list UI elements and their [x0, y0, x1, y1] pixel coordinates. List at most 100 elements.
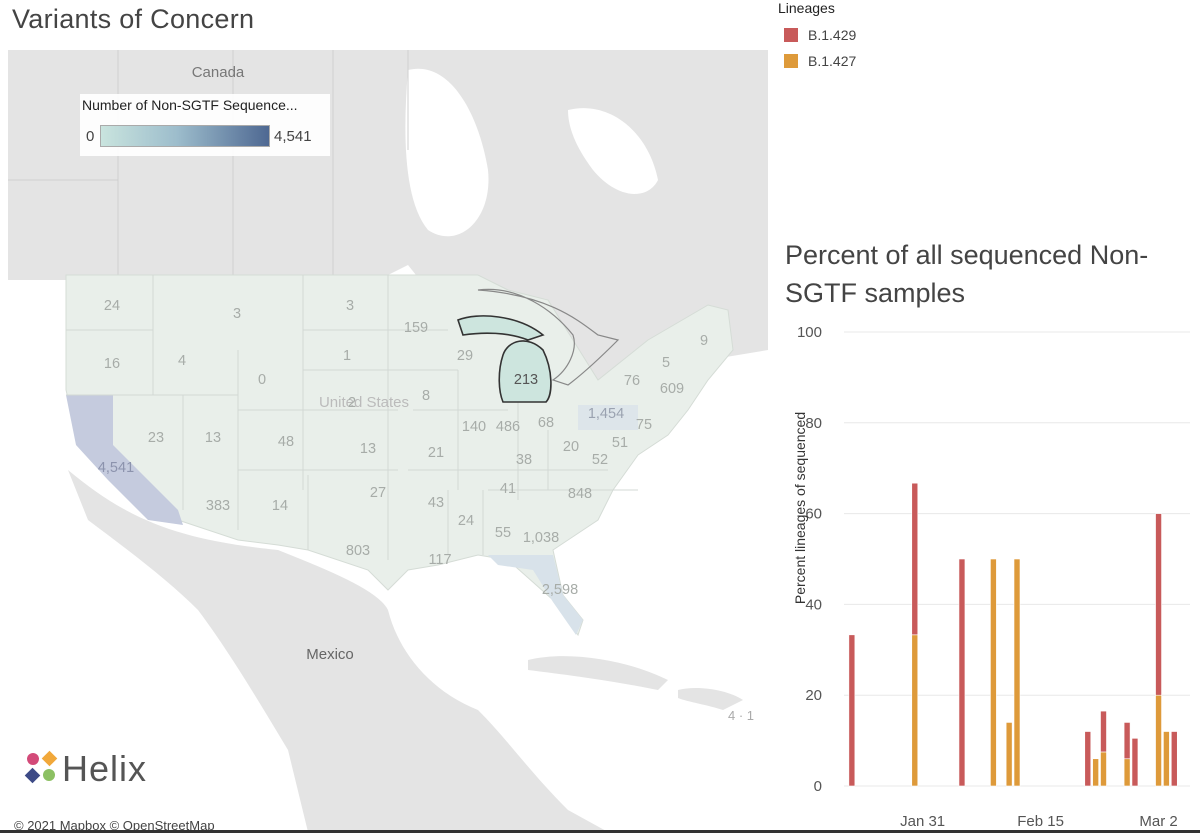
state-value-ar: 43: [428, 495, 444, 511]
state-value-oh: 68: [538, 415, 554, 431]
mexico-land: [68, 470, 608, 832]
y-tick-label: 80: [805, 415, 822, 432]
map-canvas[interactable]: Canada United States Mexico 24 16 4,541 …: [8, 50, 768, 832]
color-legend: Number of Non-SGTF Sequence... 0 4,541: [80, 94, 330, 156]
state-value-wv: 20: [563, 439, 579, 455]
bar-segment[interactable]: [1005, 722, 1013, 787]
y-tick-label: 60: [805, 506, 822, 523]
state-value-nj: 75: [636, 417, 652, 433]
legend-swatch-b1427: [784, 54, 798, 68]
state-value-labels: 24 16 4,541 4 23 3 0 13 383 48 14 3 1 2 …: [98, 298, 708, 598]
x-tick-label: Feb 15: [1017, 813, 1064, 830]
country-label-usa: United States: [319, 394, 409, 411]
helix-logo-text: Helix: [62, 748, 148, 789]
bottom-divider: [0, 830, 1200, 833]
state-value-ky: 38: [516, 452, 532, 468]
country-label-mexico: Mexico: [306, 646, 354, 663]
state-value-nm: 14: [272, 498, 288, 514]
y-tick-label: 40: [805, 596, 822, 613]
state-value-al: 55: [495, 525, 511, 541]
bar-segment[interactable]: [1131, 738, 1139, 787]
state-value-ne: 2: [348, 395, 356, 411]
state-value-va: 52: [592, 452, 608, 468]
state-value-mt: 3: [233, 306, 241, 322]
bar-segment[interactable]: [1170, 731, 1178, 787]
helix-logo-icon: [24, 750, 58, 784]
state-value-tn: 41: [500, 481, 516, 497]
bar-segment[interactable]: [911, 482, 919, 636]
legend-item-b1427[interactable]: B.1.427: [778, 48, 978, 74]
y-axis-label: Percent lineages of sequenced: [792, 412, 808, 604]
state-value-ca: 4,541: [98, 460, 134, 476]
color-legend-min: 0: [86, 128, 95, 145]
bar-segment[interactable]: [1155, 694, 1162, 787]
choropleth-map[interactable]: Canada United States Mexico 24 16 4,541 …: [8, 50, 768, 832]
state-value-nv: 23: [148, 430, 164, 446]
state-value-wa: 24: [104, 298, 120, 314]
y-tick-label: 20: [805, 687, 822, 704]
state-value-il: 140: [462, 419, 486, 435]
bar-segment[interactable]: [1100, 710, 1107, 753]
usa-land: [65, 274, 734, 637]
state-value-tx: 803: [346, 543, 370, 559]
bar-segment[interactable]: [1092, 758, 1099, 787]
bar-segment[interactable]: [1155, 513, 1162, 696]
bar-segment[interactable]: [911, 634, 919, 787]
legend-swatch-b1429: [784, 28, 798, 42]
country-label-canada: Canada: [192, 64, 245, 81]
bar-segment[interactable]: [1123, 722, 1131, 760]
lineage-legend-title: Lineages: [778, 0, 835, 16]
legend-label-b1427: B.1.427: [808, 53, 857, 69]
province-borders: [8, 50, 409, 280]
lake-outline: [477, 288, 620, 386]
stacked-bar-chart[interactable]: 0 20 40 60 80 100 Jan 31 Feb 15 Mar 2 Percent li…: [772, 318, 1200, 835]
bar-segment[interactable]: [1163, 731, 1170, 787]
state-value-wi: 29: [457, 348, 473, 364]
state-value-in: 486: [496, 419, 520, 435]
bar-segment[interactable]: [990, 558, 997, 787]
state-value-ms: 24: [458, 513, 474, 529]
chart-title: Percent of all sequenced Non-SGTF sample…: [785, 240, 1149, 308]
lineage-legend: Lineages B.1.429 B.1.427: [778, 0, 978, 74]
bar-segment[interactable]: [1084, 731, 1092, 787]
state-value-md: 51: [612, 435, 628, 451]
bar-segment[interactable]: [1123, 758, 1131, 787]
state-value-pa: 1,454: [588, 406, 624, 422]
state-value-nd: 3: [346, 298, 354, 314]
state-value-sd: 1: [343, 348, 351, 364]
color-legend-gradient: [100, 125, 270, 147]
state-value-nc: 848: [568, 486, 592, 502]
state-value-ny: 76: [624, 373, 640, 389]
state-value-ks: 13: [360, 441, 376, 457]
michigan-shape: [457, 315, 552, 403]
map-attribution[interactable]: © 2021 Mapbox © OpenStreetMap: [14, 818, 215, 833]
state-value-fl: 2,598: [542, 582, 578, 598]
y-tick-label: 0: [814, 778, 822, 795]
pennsylvania-shape: [578, 405, 638, 430]
state-value-la: 117: [428, 552, 451, 568]
legend-item-b1429[interactable]: B.1.429: [778, 22, 978, 48]
state-value-wy: 0: [258, 372, 266, 388]
state-value-co: 48: [278, 434, 294, 450]
dashboard-title: Variants of Concern: [12, 4, 255, 34]
color-legend-max: 4,541: [274, 128, 312, 145]
hispaniola: [678, 688, 743, 710]
state-value-mo: 21: [428, 445, 444, 461]
state-value-ga: 1,038: [523, 530, 559, 546]
bar-layer: [848, 482, 1178, 787]
state-borders: [66, 275, 638, 560]
tick-layer: 0 20 40 60 80 100 Jan 31 Feb 15 Mar 2: [797, 324, 1178, 830]
state-value-or: 16: [104, 356, 120, 372]
bar-segment[interactable]: [848, 634, 856, 787]
helix-logo: Helix: [24, 748, 146, 789]
color-legend-title: Number of Non-SGTF Sequence...: [82, 97, 298, 113]
bar-segment[interactable]: [1100, 751, 1107, 787]
state-value-ut: 13: [205, 430, 221, 446]
hudson-bay: [405, 68, 489, 237]
state-value-ma: 609: [660, 381, 684, 397]
bar-segment[interactable]: [1013, 558, 1021, 787]
state-value-vt: 5: [662, 355, 670, 371]
bar-segment[interactable]: [958, 558, 966, 787]
state-value-id: 4: [178, 353, 186, 369]
state-value-ia: 8: [422, 388, 430, 404]
